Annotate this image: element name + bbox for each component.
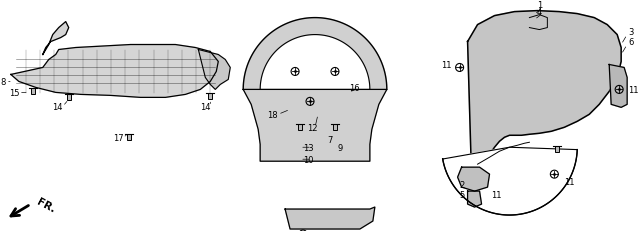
Text: 1: 1 [537,1,542,10]
Text: 14: 14 [200,102,211,111]
Bar [31,89,35,95]
Text: 16: 16 [349,84,360,92]
Polygon shape [609,65,627,108]
Text: 2: 2 [459,180,464,189]
Polygon shape [243,18,387,90]
Polygon shape [243,90,387,161]
Text: 13: 13 [303,143,314,152]
Text: 11: 11 [492,190,502,199]
Text: 7: 7 [327,135,333,144]
Polygon shape [468,191,481,207]
Polygon shape [43,22,68,55]
Polygon shape [443,148,577,215]
Bar [298,125,302,131]
Text: 12: 12 [307,123,317,132]
Text: 5: 5 [459,190,464,199]
Text: 18: 18 [267,110,278,119]
Polygon shape [198,50,230,90]
Text: 9: 9 [337,143,342,152]
Bar [556,147,559,152]
Text: 17: 17 [113,133,124,142]
Polygon shape [11,45,218,98]
Bar [208,94,212,100]
Bar [67,95,70,101]
Text: 4: 4 [537,8,542,17]
Bar [333,125,337,131]
Text: FR.: FR. [35,196,56,214]
Text: 11: 11 [628,85,638,94]
Text: 8: 8 [0,78,6,87]
Text: 14: 14 [52,102,63,111]
Text: 6: 6 [628,38,634,47]
Bar [127,135,131,141]
Polygon shape [285,207,375,229]
Polygon shape [468,12,621,177]
Text: 10: 10 [303,155,314,164]
Text: 15: 15 [8,88,19,97]
Text: 11: 11 [442,61,452,70]
Text: 11: 11 [564,177,575,186]
Text: 3: 3 [628,28,634,37]
Polygon shape [458,167,490,191]
